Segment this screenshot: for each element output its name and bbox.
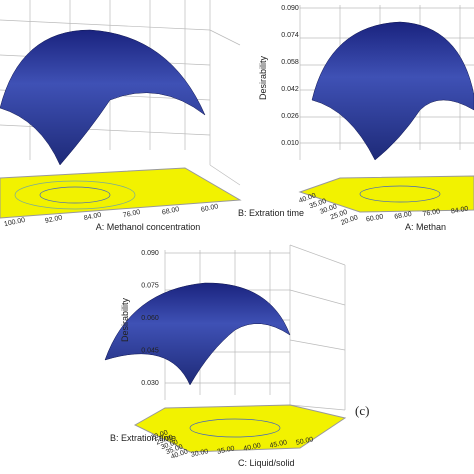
contour-floor: [133, 404, 347, 453]
tick-label: 45.00: [269, 439, 288, 450]
tick-label: 84.00: [450, 206, 469, 216]
contour: [359, 185, 441, 203]
y-axis-label: B: Extration time: [238, 208, 304, 218]
panel-c: Desirability 0.0900.0750.0600.0450.03020…: [104, 244, 369, 468]
tick-label: 0.060: [141, 315, 159, 322]
panel-tag: (c): [355, 403, 369, 418]
tick-label: 0.090: [141, 250, 159, 257]
response-surface: [0, 29, 206, 166]
response-surface: [311, 21, 474, 161]
tick-label: 76.00: [122, 209, 141, 220]
response-surface: [104, 282, 291, 386]
tick-label: 0.010: [281, 140, 299, 147]
contour: [39, 186, 111, 204]
tick-label: 92.00: [44, 214, 63, 225]
tick-label: 68.00: [161, 206, 180, 217]
panel-b: Desirability 0.090 0.074 0.058 0.042 0.026 0.…: [238, 5, 474, 232]
tick-label: 100.00: [3, 217, 26, 228]
tick-label: 0.090: [281, 5, 299, 12]
tick-label: 0.075: [141, 283, 159, 290]
tick-label: 0.058: [281, 59, 299, 66]
tick-label: 50.00: [295, 436, 314, 447]
tick-label: 0.074: [281, 32, 299, 39]
x-axis-label: A: Methanol concentration: [96, 222, 201, 232]
tick-label: 60.00: [200, 203, 219, 214]
tick-label: 0.030: [141, 380, 159, 387]
tick-label: 0.042: [281, 86, 299, 93]
tick-label: 76.00: [422, 208, 441, 218]
tick-label: 30.00: [190, 448, 209, 459]
tick-label: 40.00: [243, 442, 262, 453]
tick-label: 0.026: [281, 113, 299, 120]
tick-label: 60.00: [365, 214, 384, 224]
contour-floor: [0, 167, 242, 219]
contour: [189, 418, 281, 438]
tick-label: 35.00: [217, 445, 236, 456]
tick-label: 0.045: [141, 348, 159, 355]
x-axis-label: A: Methan: [405, 222, 446, 232]
x-axis-label: C: Liquid/solid: [238, 458, 295, 468]
contour-floor: [298, 175, 474, 213]
tick-label: 84.00: [83, 212, 102, 223]
tick-label: 68.00: [394, 211, 413, 221]
z-axis-label: Desirability: [258, 55, 268, 100]
z-axis-label: Desirability: [120, 297, 130, 342]
y-axis-label: B: Extration time: [110, 433, 176, 443]
panel-a: 100.00 92.00 84.00 76.00 68.00 60.00 A: Metha…: [0, 0, 242, 232]
contour: [14, 180, 136, 210]
